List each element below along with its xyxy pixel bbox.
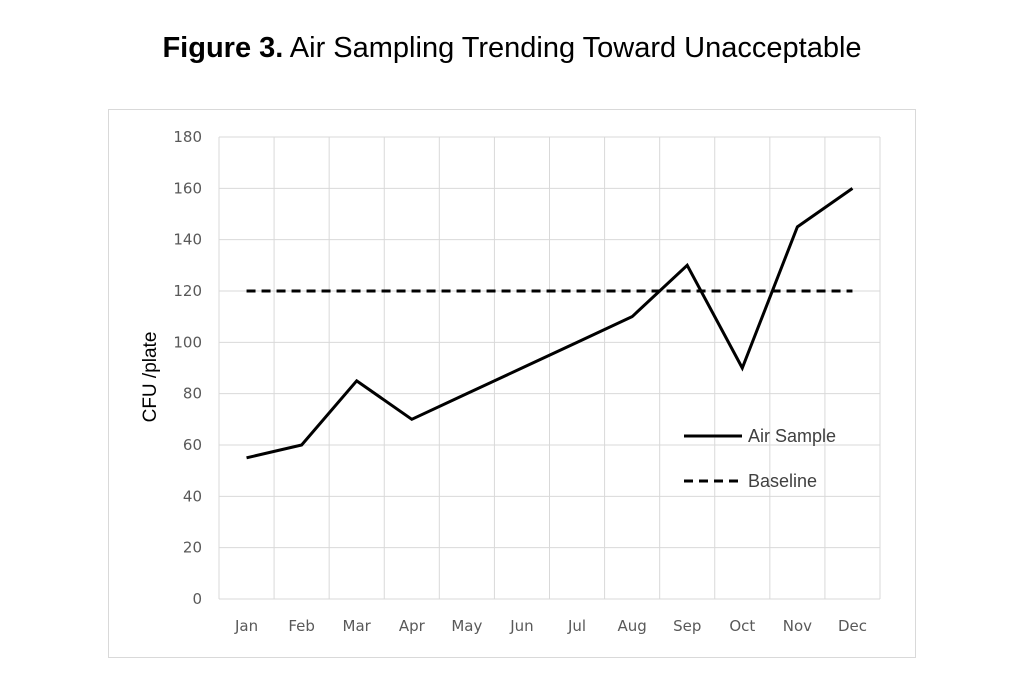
y-tick-label: 60: [183, 436, 202, 454]
y-tick-label: 20: [183, 539, 202, 557]
y-tick-label: 180: [173, 128, 202, 146]
x-tick-label: Mar: [343, 617, 372, 635]
y-tick-label: 100: [173, 333, 202, 351]
series-line-air-sample: [246, 187, 854, 460]
y-tick-labels: 0 20 40 60 80 100 120 140 160 180: [173, 128, 202, 608]
x-tick-label: Oct: [729, 617, 755, 635]
y-tick-label: 40: [183, 487, 202, 505]
y-tick-label: 120: [173, 282, 202, 300]
figure-title-text: Air Sampling Trending Toward Unacceptabl…: [289, 32, 862, 64]
figure-title: Figure 3. Air Sampling Trending Toward U…: [0, 32, 1024, 65]
x-tick-label: Sep: [673, 617, 701, 635]
x-tick-label: May: [451, 617, 482, 635]
x-tick-labels: Jan Feb Mar Apr May Jun Jul Aug Sep Oct Nov Dec: [234, 617, 867, 635]
legend-label: Baseline: [748, 471, 817, 491]
chart-frame: [108, 109, 916, 658]
x-tick-label: Dec: [838, 617, 867, 635]
y-axis-label: CFU /plate: [140, 332, 161, 423]
figure-label: Figure 3.: [162, 32, 284, 64]
x-tick-label: Aug: [617, 617, 646, 635]
y-tick-label: 80: [183, 385, 202, 403]
series-lines: [246, 187, 854, 460]
y-tick-label: 140: [173, 231, 202, 249]
x-tick-label: Jun: [509, 617, 533, 635]
grid-lines: [218, 136, 881, 600]
y-tick-label: 160: [173, 179, 202, 197]
legend-label: Air Sample: [748, 426, 836, 446]
x-tick-label: Jan: [234, 617, 258, 635]
legend: Air Sample Baseline: [684, 426, 836, 491]
x-tick-label: Nov: [783, 617, 812, 635]
x-tick-label: Apr: [399, 617, 426, 635]
y-tick-label: 0: [192, 590, 202, 608]
x-tick-label: Jul: [567, 617, 586, 635]
x-tick-label: Feb: [288, 617, 315, 635]
